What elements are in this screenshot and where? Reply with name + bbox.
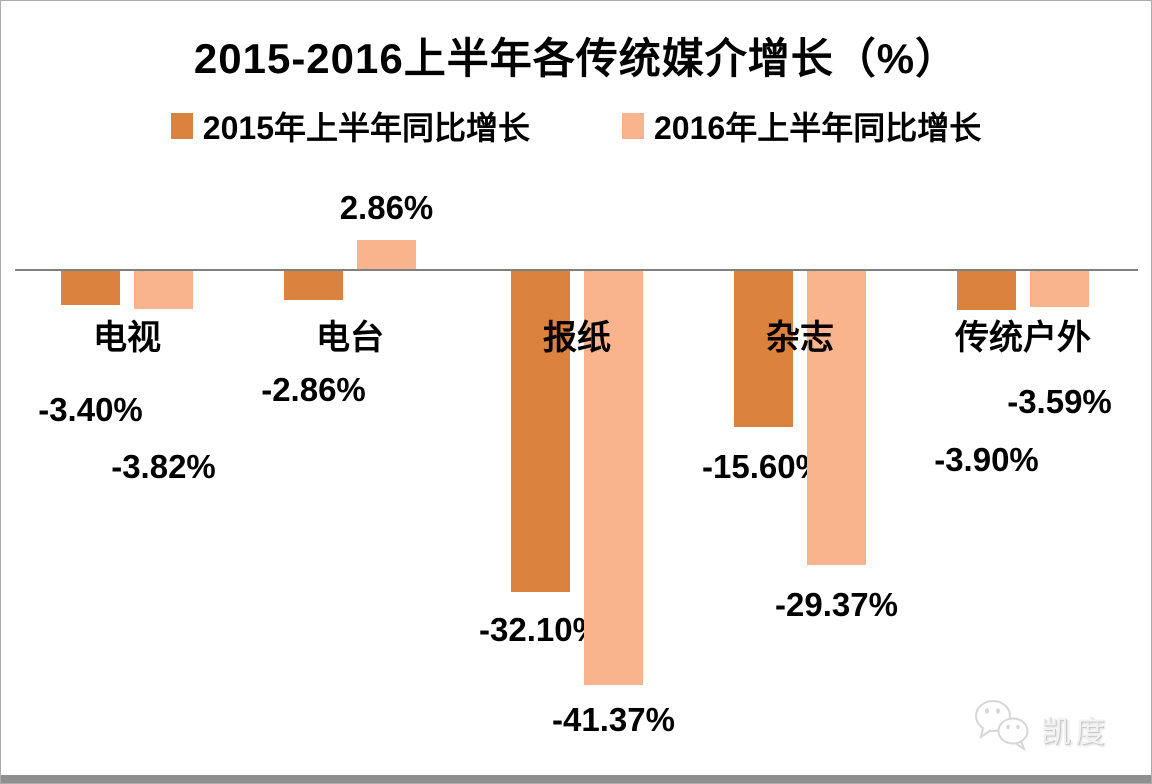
value-label-series2-杂志: -29.37% bbox=[775, 586, 898, 623]
watermark-brand: 凯度 bbox=[1041, 715, 1109, 749]
bar-series1-电视 bbox=[61, 271, 120, 305]
value-label-series2-报纸: -41.37% bbox=[552, 701, 675, 738]
legend-swatch-2016-icon bbox=[622, 113, 644, 139]
category-label-电台: 电台 bbox=[316, 319, 384, 357]
value-label-series2-电视: -3.82% bbox=[111, 448, 216, 485]
bar-series2-报纸 bbox=[584, 271, 643, 685]
bar-series2-电视 bbox=[134, 271, 193, 309]
value-label-series1-传统户外: -3.90% bbox=[934, 441, 1039, 478]
value-label-series1-报纸: -32.10% bbox=[479, 611, 602, 648]
value-label-series1-杂志: -15.60% bbox=[702, 448, 825, 485]
category-label-杂志: 杂志 bbox=[766, 319, 834, 357]
category-label-报纸: 报纸 bbox=[543, 319, 611, 357]
category-label-电视: 电视 bbox=[93, 319, 161, 357]
bar-series1-报纸 bbox=[511, 271, 570, 592]
value-label-series1-电台: -2.86% bbox=[261, 371, 366, 408]
bar-series1-杂志 bbox=[734, 271, 793, 427]
bar-series2-传统户外 bbox=[1030, 271, 1089, 307]
value-label-series2-电台: 2.86% bbox=[339, 189, 434, 226]
bar-series2-杂志 bbox=[807, 271, 866, 565]
legend: 2015年上半年同比增长 2016年上半年同比增长 bbox=[1, 103, 1151, 149]
wechat-bubbles-icon bbox=[973, 699, 1031, 758]
chart-title: 2015-2016上半年各传统媒介增长（%） bbox=[193, 35, 959, 82]
watermark: 凯度 bbox=[973, 699, 1109, 758]
bar-series1-电台 bbox=[284, 271, 343, 300]
legend-swatch-2015-icon bbox=[170, 113, 193, 139]
value-label-series2-传统户外: -3.59% bbox=[1007, 383, 1112, 420]
value-label-series1-电视: -3.40% bbox=[38, 391, 143, 428]
legend-label-2015: 2015年上半年同比增长 bbox=[202, 110, 530, 146]
bar-series2-电台 bbox=[357, 240, 416, 269]
category-label-传统户外: 传统户外 bbox=[955, 319, 1091, 357]
legend-label-2016: 2016年上半年同比增长 bbox=[654, 110, 982, 146]
bottom-divider-bar bbox=[1, 775, 1151, 783]
bar-series1-传统户外 bbox=[957, 271, 1016, 310]
x-axis-line bbox=[15, 269, 1138, 271]
legend-item-2016: 2016年上半年同比增长 bbox=[622, 103, 981, 149]
legend-item-2015: 2015年上半年同比增长 bbox=[170, 103, 530, 149]
